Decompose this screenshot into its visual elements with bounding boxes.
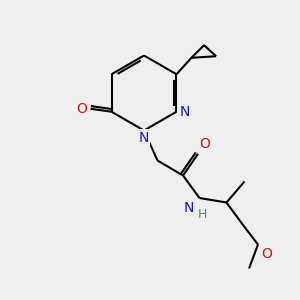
Text: O: O [200,137,210,151]
Text: N: N [180,105,190,119]
Text: H: H [198,208,207,221]
Text: N: N [184,201,194,215]
Text: N: N [139,130,149,145]
Text: O: O [261,248,272,262]
Text: O: O [76,102,87,116]
